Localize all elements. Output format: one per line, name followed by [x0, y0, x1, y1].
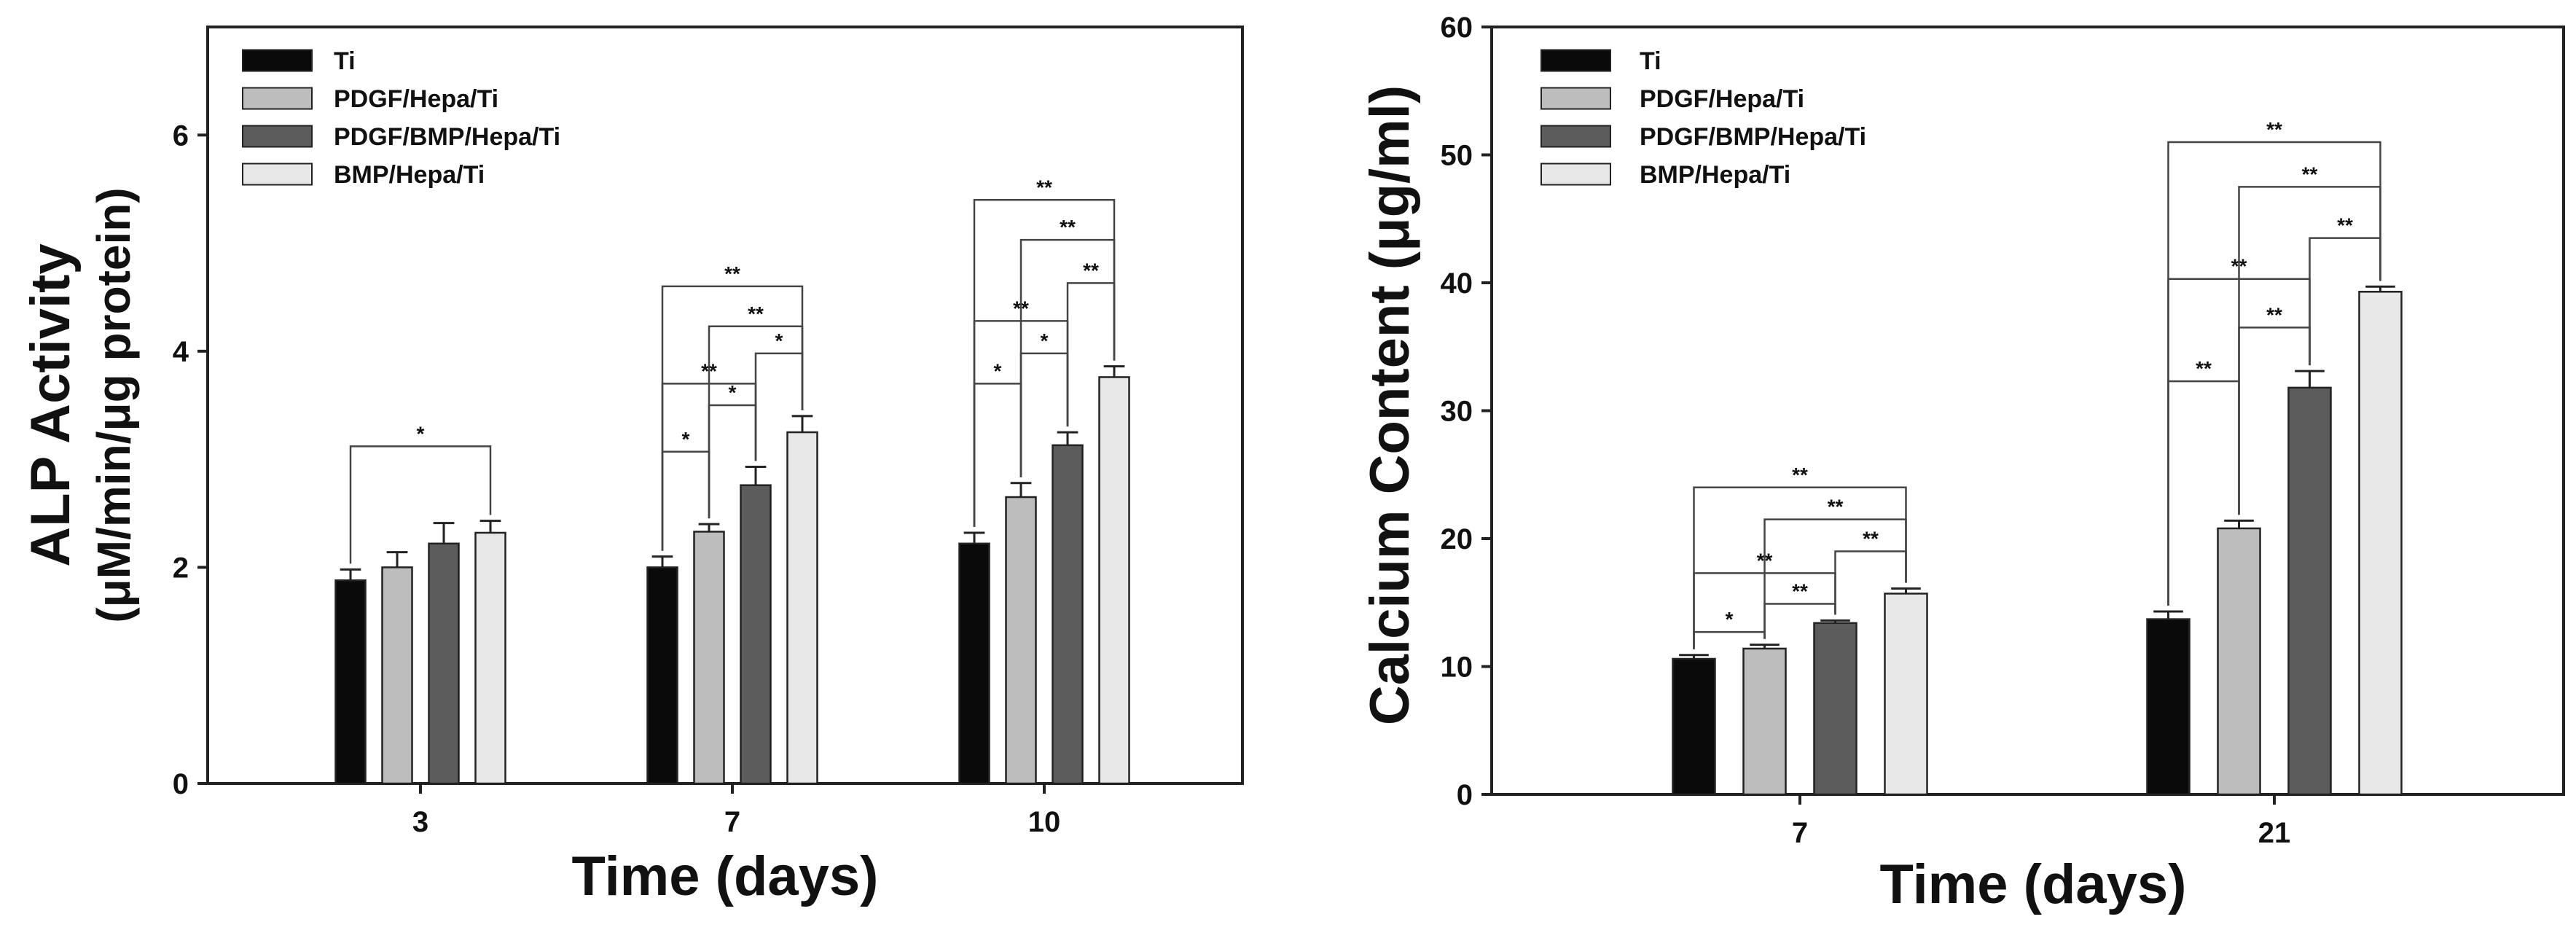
alp-x-tick-label: 10 — [1028, 806, 1061, 838]
calcium-significance-bracket — [1834, 550, 1907, 615]
alp-significance-label: * — [994, 359, 1002, 382]
alp-x-axis-title: Time (days) — [572, 845, 879, 907]
calcium-bar-1-21 — [2146, 618, 2191, 796]
calcium-significance-label: ** — [1792, 464, 1808, 486]
alp-bar-1-10 — [958, 542, 990, 785]
calcium-significance-label: ** — [2266, 303, 2282, 326]
alp-significance-label: ** — [1036, 176, 1052, 198]
alp-legend-swatch — [242, 49, 313, 72]
alp-plot-frame — [206, 26, 1244, 785]
alp-significance-bracket — [1066, 282, 1116, 427]
alp-legend-swatch — [242, 87, 313, 110]
calcium-y-tick-label: 20 — [1441, 523, 1473, 555]
alp-significance-label: ** — [1083, 259, 1099, 281]
alp-significance-label: * — [729, 381, 737, 404]
alp-y-axis-subtitle: (μM/min/μg protein) — [87, 187, 140, 622]
alp-significance-label: ** — [1060, 216, 1076, 238]
calcium-bar-1-7 — [1672, 657, 1716, 796]
calcium-y-tick-label: 40 — [1441, 267, 1473, 300]
calcium-legend-label: PDGF/Hepa/Ti — [1640, 85, 1804, 113]
calcium-significance-bracket — [2238, 186, 2381, 515]
alp-legend-swatch — [242, 163, 313, 186]
calcium-bar-3-21 — [2287, 386, 2332, 796]
alp-bar-1-3 — [334, 579, 367, 785]
calcium-y-tick-label: 60 — [1441, 12, 1473, 44]
alp-significance-label: * — [1041, 329, 1049, 352]
alp-bar-2-3 — [381, 566, 413, 785]
alp-significance-label: * — [682, 428, 690, 450]
alp-legend-label: PDGF/Hepa/Ti — [334, 85, 498, 113]
alp-bar-4-7 — [786, 431, 818, 785]
calcium-significance-label: ** — [2266, 118, 2282, 141]
calcium-significance-bracket — [1693, 630, 1766, 649]
calcium-y-tick-label: 30 — [1441, 396, 1473, 428]
calcium-significance-label: ** — [2337, 214, 2353, 237]
alp-significance-bracket — [754, 352, 804, 461]
calcium-bar-2-21 — [2217, 527, 2261, 796]
calcium-bar-2-7 — [1742, 647, 1787, 796]
calcium-legend-label: PDGF/BMP/Hepa/Ti — [1640, 123, 1866, 151]
alp-y-tick-label: 4 — [173, 336, 189, 368]
alp-legend-label: PDGF/BMP/Hepa/Ti — [334, 123, 560, 151]
calcium-legend-label: BMP/Hepa/Ti — [1640, 161, 1790, 189]
calcium-legend-swatch — [1540, 125, 1611, 148]
alp-bar-2-7 — [693, 531, 725, 785]
calcium-y-axis-title: Calcium Content (μg/ml) — [1359, 85, 1421, 725]
alp-x-tick-label: 3 — [412, 806, 428, 838]
calcium-significance-label: ** — [1792, 580, 1808, 603]
alp-bar-1-7 — [646, 566, 678, 785]
alp-bar-3-10 — [1052, 444, 1084, 785]
alp-significance-label: * — [775, 329, 783, 352]
calcium-significance-label: * — [1726, 608, 1734, 630]
calcium-x-tick-label: 21 — [2258, 817, 2291, 849]
calcium-legend-swatch — [1540, 49, 1611, 72]
alp-x-tick-label: 7 — [724, 806, 740, 838]
calcium-significance-label: ** — [2196, 357, 2212, 380]
alp-bar-3-3 — [428, 542, 460, 785]
calcium-bar-4-21 — [2358, 291, 2403, 796]
calcium-x-tick-label: 7 — [1792, 817, 1808, 849]
alp-legend-label: Ti — [334, 47, 356, 75]
calcium-legend-swatch — [1540, 163, 1611, 186]
calcium-significance-label: ** — [1828, 496, 1844, 518]
alp-bar-4-3 — [474, 531, 506, 785]
calcium-legend-label: Ti — [1640, 47, 1661, 75]
calcium-significance-label: ** — [1863, 528, 1879, 550]
calcium-bar-3-7 — [1813, 622, 1857, 796]
alp-legend-swatch — [242, 125, 313, 148]
alp-bar-4-10 — [1098, 376, 1130, 785]
alp-bar-3-7 — [740, 484, 772, 785]
alp-y-axis-title: ALP Activity — [20, 243, 82, 566]
calcium-x-axis-title: Time (days) — [1880, 853, 2187, 915]
alp-significance-label: ** — [724, 262, 740, 285]
alp-y-tick-label: 2 — [173, 552, 189, 584]
alp-significance-label: * — [417, 422, 425, 445]
alp-significance-bracket — [349, 445, 492, 564]
alp-y-tick-label: 6 — [173, 120, 189, 152]
calcium-y-tick-label: 50 — [1441, 140, 1473, 172]
calcium-y-tick-label: 0 — [1457, 779, 1473, 811]
calcium-y-tick-label: 10 — [1441, 652, 1473, 684]
calcium-significance-label: ** — [2302, 163, 2318, 185]
calcium-bar-4-7 — [1884, 593, 1928, 796]
alp-significance-label: ** — [748, 302, 764, 325]
alp-y-tick-label: 0 — [173, 768, 189, 800]
alp-bar-2-10 — [1005, 496, 1037, 785]
calcium-significance-bracket — [2309, 237, 2381, 366]
calcium-legend-swatch — [1540, 87, 1611, 110]
alp-legend-label: BMP/Hepa/Ti — [334, 161, 485, 189]
